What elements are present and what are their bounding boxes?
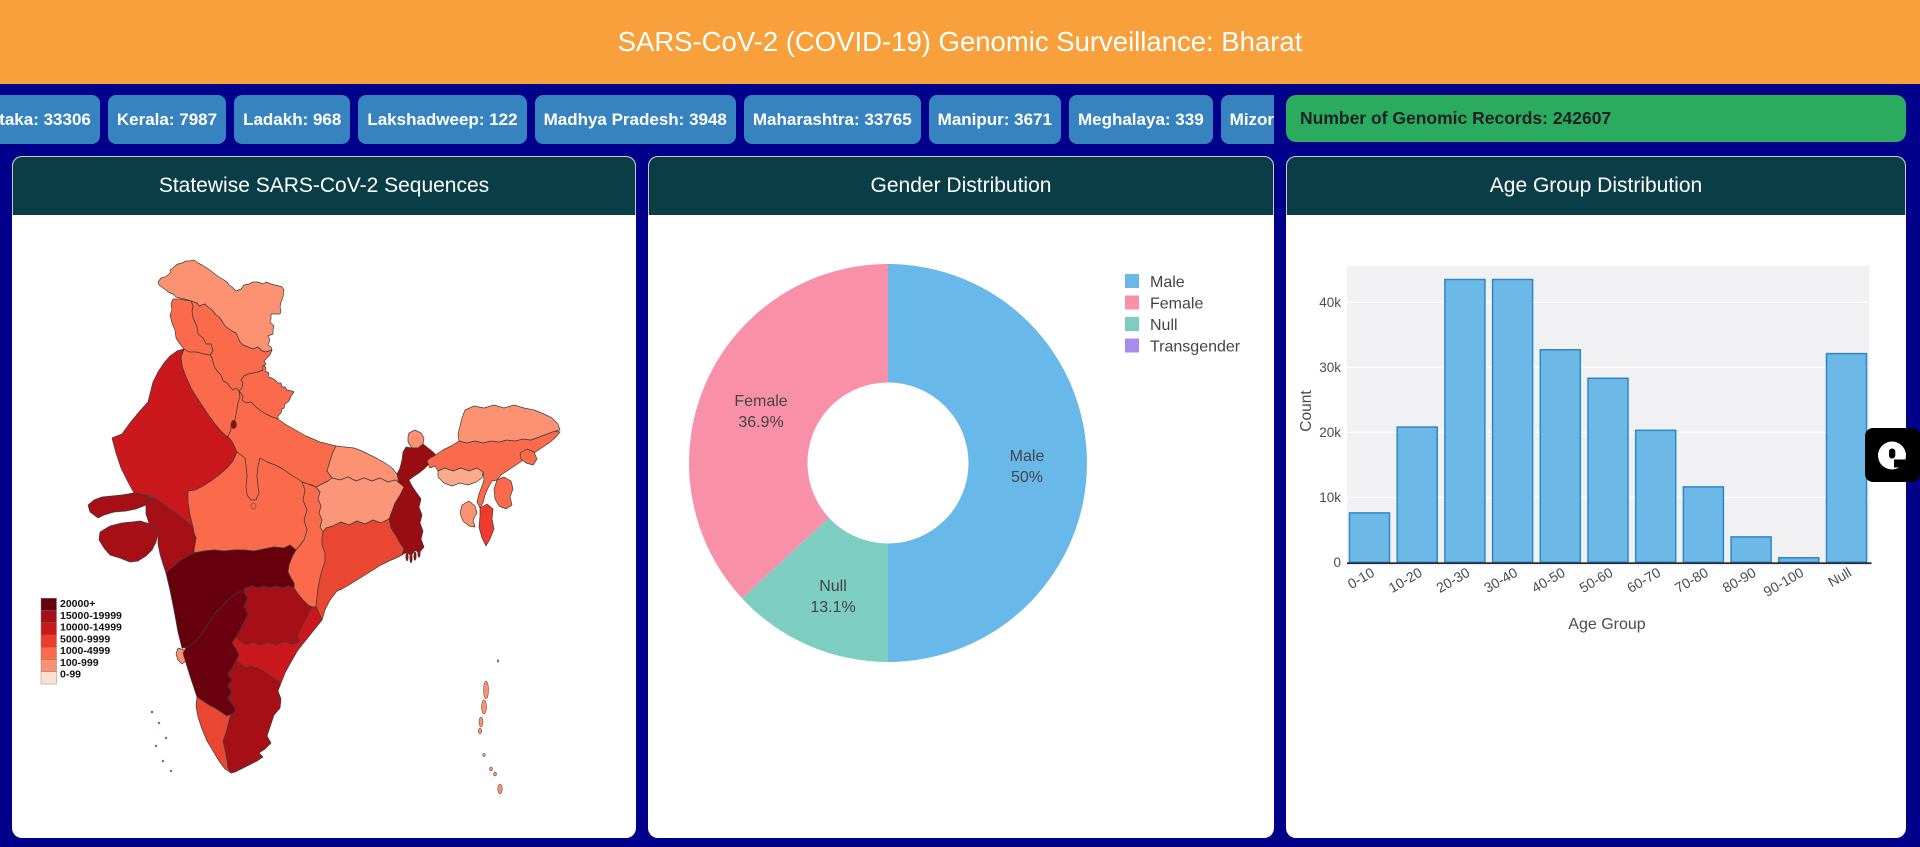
svg-text:36.9%: 36.9%	[738, 414, 783, 431]
svg-text:0: 0	[1333, 555, 1341, 570]
svg-text:10-20: 10-20	[1386, 564, 1425, 596]
svg-text:Male: Male	[1150, 274, 1185, 291]
svg-text:13.1%: 13.1%	[810, 599, 855, 616]
svg-text:100-999: 100-999	[60, 657, 99, 669]
svg-text:Female: Female	[734, 393, 787, 410]
svg-text:10000-14999: 10000-14999	[60, 622, 122, 634]
svg-text:30k: 30k	[1319, 360, 1341, 375]
svg-text:40k: 40k	[1319, 295, 1341, 310]
svg-text:10k: 10k	[1319, 490, 1341, 505]
svg-text:Male: Male	[1010, 448, 1045, 465]
svg-text:Null: Null	[1150, 317, 1178, 334]
svg-text:50-60: 50-60	[1576, 564, 1615, 596]
svg-text:0-10: 0-10	[1345, 564, 1377, 592]
svg-text:90-100: 90-100	[1761, 564, 1807, 600]
svg-text:Count: Count	[1298, 390, 1315, 432]
svg-text:0-99: 0-99	[60, 669, 81, 681]
svg-text:Female: Female	[1150, 296, 1203, 313]
svg-text:20k: 20k	[1319, 425, 1341, 440]
svg-text:50%: 50%	[1011, 469, 1043, 486]
svg-text:1000-4999: 1000-4999	[60, 645, 110, 657]
svg-text:20-30: 20-30	[1433, 564, 1472, 596]
svg-text:80-90: 80-90	[1720, 564, 1759, 596]
svg-text:Age Group: Age Group	[1568, 616, 1645, 633]
svg-text:20000+: 20000+	[60, 598, 95, 610]
svg-text:60-70: 60-70	[1624, 564, 1663, 596]
svg-text:70-80: 70-80	[1672, 564, 1711, 596]
svg-text:15000-19999: 15000-19999	[60, 610, 122, 622]
svg-text:30-40: 30-40	[1481, 564, 1520, 596]
svg-text:40-50: 40-50	[1529, 564, 1568, 596]
svg-text:5000-9999: 5000-9999	[60, 634, 110, 646]
svg-text:Null: Null	[1825, 564, 1854, 590]
svg-text:Transgender: Transgender	[1150, 339, 1241, 356]
svg-text:Null: Null	[819, 578, 847, 595]
